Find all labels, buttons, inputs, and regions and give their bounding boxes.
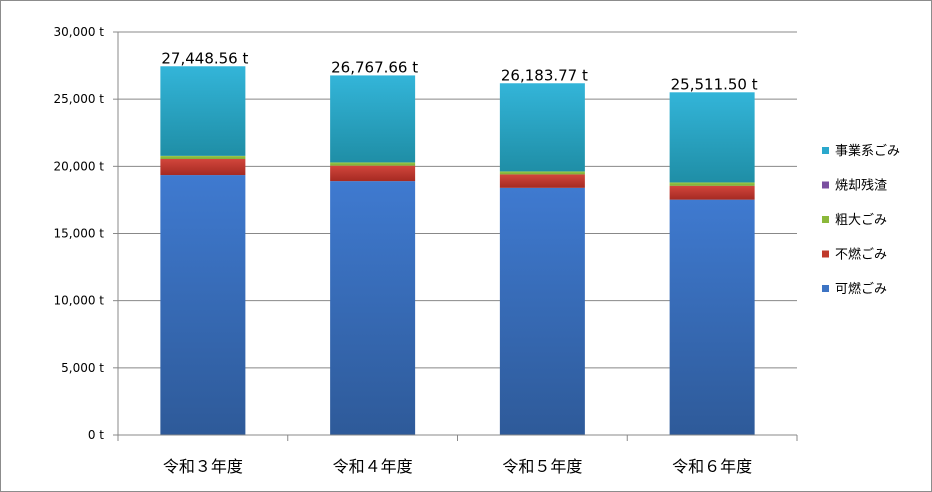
total-label: 27,448.56 t bbox=[161, 49, 248, 67]
labels: 0 t 5,000 t 10,000 t 15,000 t 20,000 t 25,000… bbox=[53, 25, 757, 476]
legend-swatch bbox=[822, 285, 829, 292]
bar-segment bbox=[499, 171, 585, 175]
legend-swatch bbox=[822, 250, 829, 258]
legend-label: 事業系ごみ bbox=[835, 143, 900, 159]
legend-label: 不燃ごみ bbox=[835, 247, 887, 263]
bar-segment bbox=[499, 83, 585, 172]
bar-segment bbox=[669, 92, 755, 183]
bar-segment bbox=[669, 185, 755, 200]
bar-segment bbox=[330, 162, 416, 166]
legend-swatch bbox=[822, 216, 829, 223]
bar-segment bbox=[669, 199, 755, 435]
y-tick-label: 30,000 t bbox=[53, 25, 104, 39]
bar-segment bbox=[330, 75, 416, 163]
bar-segment bbox=[669, 182, 755, 186]
legend-label: 粗大ごみ bbox=[835, 212, 887, 228]
y-tick-label: 15,000 t bbox=[53, 227, 104, 241]
bar-segment bbox=[499, 174, 585, 188]
axes bbox=[117, 32, 798, 441]
y-tick-label: 20,000 t bbox=[53, 159, 104, 173]
x-category-label: 令和５年度 bbox=[502, 457, 582, 476]
y-tick-label: 25,000 t bbox=[53, 92, 104, 106]
bar-segment bbox=[160, 158, 246, 176]
bar-segment bbox=[499, 187, 585, 435]
bar-segment bbox=[330, 181, 416, 435]
y-tick-label: 5,000 t bbox=[61, 361, 104, 375]
legend-swatch bbox=[822, 147, 829, 154]
legend-swatch bbox=[822, 181, 829, 189]
total-label: 26,183.77 t bbox=[501, 66, 588, 84]
bar-segment bbox=[160, 66, 246, 156]
bar-segment bbox=[160, 155, 246, 159]
y-tick-label: 0 t bbox=[88, 428, 104, 442]
y-tick-label: 10,000 t bbox=[53, 294, 104, 308]
bar-segment bbox=[330, 165, 416, 182]
total-label: 26,767.66 t bbox=[331, 58, 418, 76]
x-category-label: 令和６年度 bbox=[672, 457, 752, 476]
bars bbox=[160, 66, 755, 435]
total-label: 25,511.50 t bbox=[671, 75, 758, 93]
x-category-label: 令和３年度 bbox=[163, 457, 243, 476]
legend-label: 焼却残渣 bbox=[835, 179, 887, 194]
bar-segment bbox=[160, 175, 246, 435]
legend-label: 可燃ごみ bbox=[835, 281, 887, 297]
x-category-label: 令和４年度 bbox=[333, 457, 413, 476]
